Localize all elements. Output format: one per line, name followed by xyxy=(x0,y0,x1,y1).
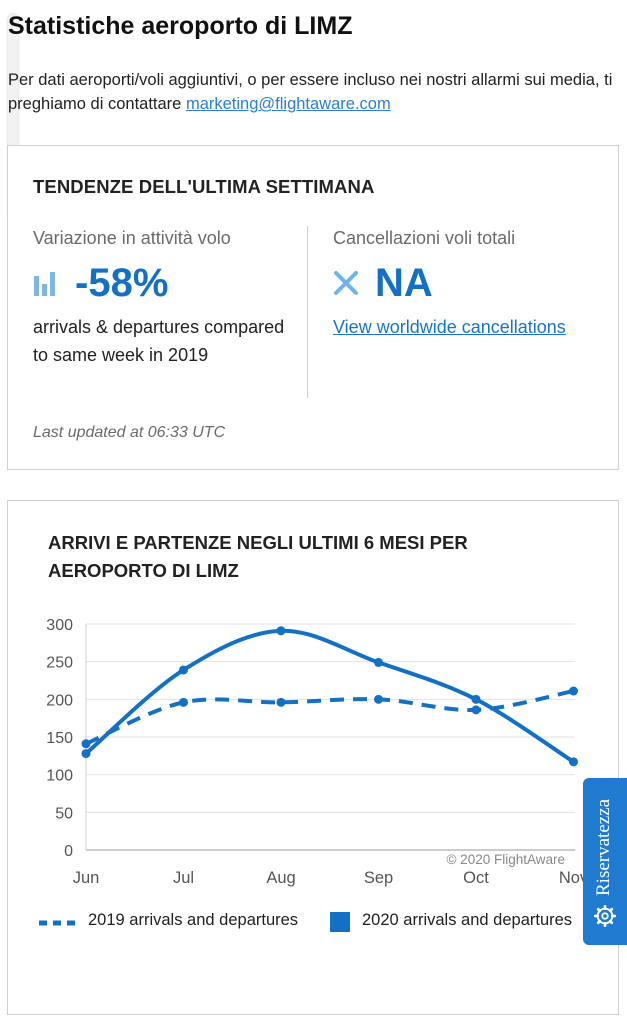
data-point xyxy=(179,697,188,707)
chart-card: ARRIVI E PARTENZE NEGLI ULTIMI 6 MESI PE… xyxy=(7,500,619,1015)
worldwide-cancellations-link[interactable]: View worldwide cancellations xyxy=(333,317,566,337)
activity-stat: Variazione in attività volo -58% arrival… xyxy=(33,228,303,369)
scroll-indicator[interactable] xyxy=(8,14,18,218)
intro-paragraph: Per dati aeroporti/voli aggiuntivi, o pe… xyxy=(8,71,613,113)
x-tick-label: Oct xyxy=(463,869,489,887)
data-point xyxy=(81,749,91,759)
solid-square-swatch xyxy=(330,912,350,932)
y-tick-label: 50 xyxy=(55,805,73,822)
x-tick-label: Jun xyxy=(73,869,100,887)
data-point xyxy=(569,757,578,767)
chart-title: ARRIVI E PARTENZE NEGLI ULTIMI 6 MESI PE… xyxy=(48,532,468,581)
data-point xyxy=(374,657,383,667)
y-tick-label: 200 xyxy=(46,692,73,709)
legend-label-2019: 2019 arrivals and departures xyxy=(88,911,299,929)
trends-card: TENDENZE DELL'ULTIMA SETTIMANA Variazion… xyxy=(7,145,619,470)
y-tick-label: 100 xyxy=(46,768,73,785)
y-tick-label: 0 xyxy=(64,843,73,860)
y-tick-label: 250 xyxy=(46,655,73,672)
data-point xyxy=(374,694,383,704)
trends-title: TENDENZE DELL'ULTIMA SETTIMANA xyxy=(33,176,375,197)
legend-item-2020[interactable]: 2020 arrivals and departures xyxy=(330,910,572,932)
gear-icon xyxy=(594,905,616,927)
series-line-2020 xyxy=(84,628,575,764)
data-point xyxy=(276,697,286,707)
intro-text: Per dati aeroporti/voli aggiuntivi, o pe… xyxy=(8,68,618,116)
data-point xyxy=(179,665,188,675)
cancellations-stat: Cancellazioni voli totali NA View worldw… xyxy=(333,228,603,341)
x-tick-label: Nov xyxy=(559,869,589,887)
x-tick-label: Jul xyxy=(173,869,194,887)
bar-chart-icon xyxy=(33,268,65,298)
dashed-line-swatch xyxy=(39,920,75,926)
line-chart: 0 50 100 150 200 250 300 Jun Jul Aug Sep Oct Nov © 20… xyxy=(46,617,589,887)
chart-credit: © 2020 FlightAware xyxy=(446,852,565,867)
stat-divider xyxy=(307,226,308,398)
data-point xyxy=(276,626,286,636)
y-tick-label: 300 xyxy=(46,617,73,634)
cancellations-label: Cancellazioni voli totali xyxy=(333,228,516,248)
data-point xyxy=(471,705,481,715)
close-x-icon xyxy=(333,268,365,298)
y-tick-label: 150 xyxy=(46,730,73,747)
privacy-label: Riservatezza xyxy=(593,798,614,896)
privacy-tab[interactable]: Riservatezza xyxy=(583,778,627,945)
cancellations-value: NA xyxy=(375,260,433,305)
x-tick-label: Aug xyxy=(266,869,295,887)
activity-label: Variazione in attività volo xyxy=(33,228,231,248)
activity-value: -58% xyxy=(75,260,169,305)
x-tick-label: Sep xyxy=(364,869,393,887)
page-title: Statistiche aeroporto di LIMZ xyxy=(8,12,353,40)
legend-item-2019[interactable]: 2019 arrivals and departures xyxy=(38,910,298,931)
activity-description: arrivals & departures compared to same w… xyxy=(33,317,285,365)
data-point xyxy=(569,686,578,696)
contact-email-link[interactable]: marketing@flightaware.com xyxy=(185,95,391,113)
last-updated: Last updated at 06:33 UTC xyxy=(33,424,226,441)
data-point xyxy=(81,739,91,749)
legend-label-2020: 2020 arrivals and departures xyxy=(362,911,573,929)
data-point xyxy=(471,694,481,704)
